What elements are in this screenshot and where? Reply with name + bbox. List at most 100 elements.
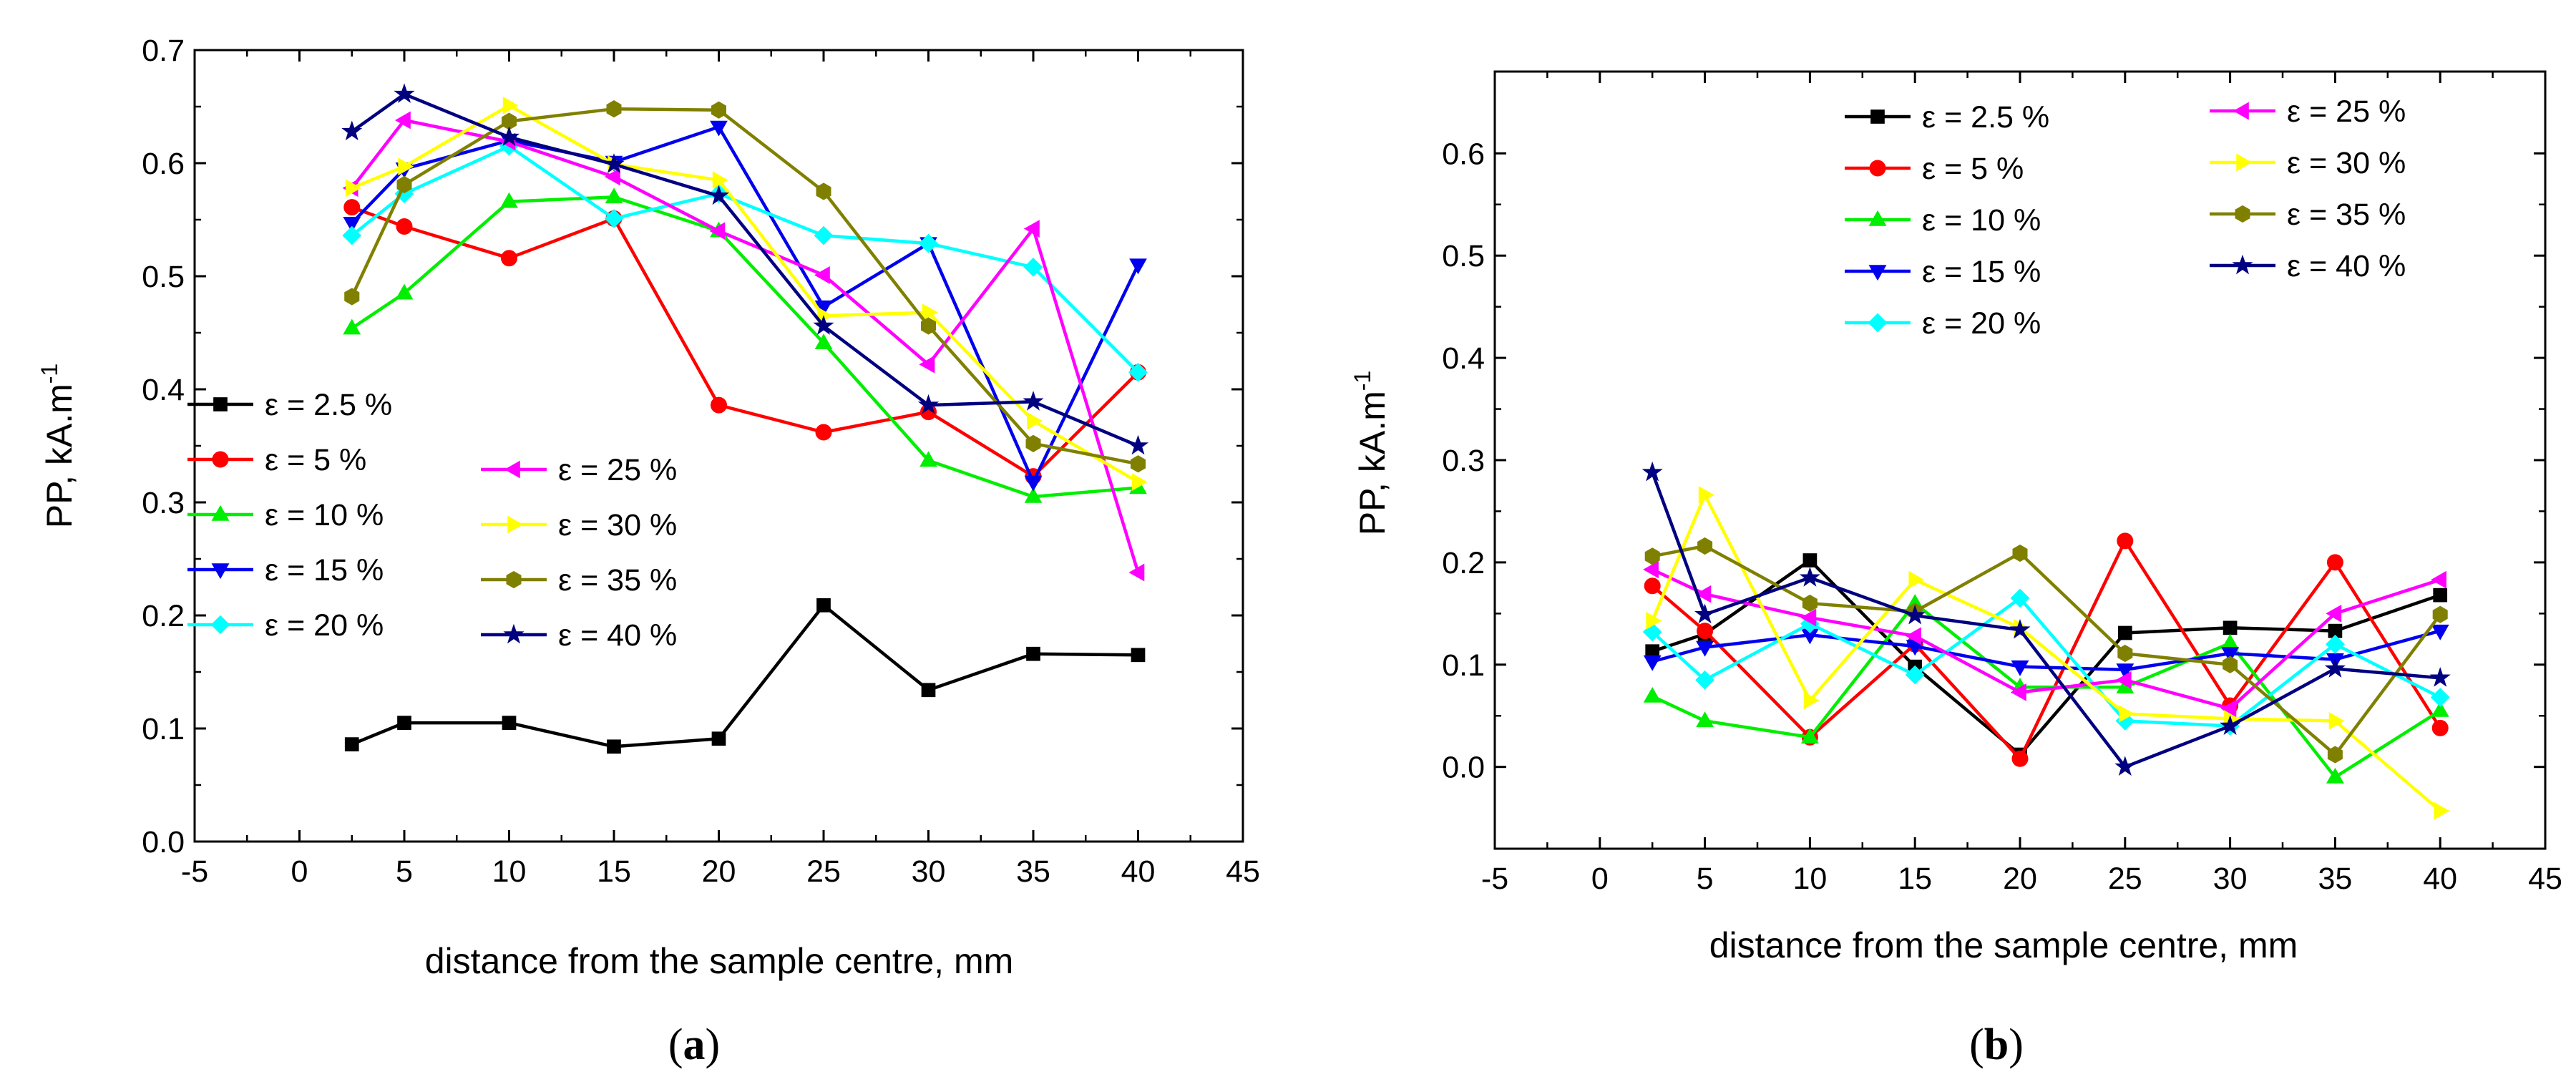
legend-marker bbox=[506, 570, 522, 589]
y-tick-label: 0.2 bbox=[1442, 546, 1485, 580]
data-point bbox=[498, 126, 520, 147]
data-point bbox=[1800, 608, 1817, 627]
y-tick-label: 0.1 bbox=[1442, 648, 1485, 683]
data-point bbox=[814, 266, 830, 284]
data-point bbox=[1026, 646, 1040, 661]
data-point bbox=[1643, 686, 1662, 703]
data-point bbox=[1024, 475, 1043, 492]
legend-item-30: ε = 30 % bbox=[481, 508, 677, 542]
x-tick-label: 20 bbox=[702, 854, 736, 889]
legend-label: ε = 35 % bbox=[558, 563, 677, 598]
data-point bbox=[1697, 537, 1713, 555]
data-point bbox=[2326, 554, 2343, 571]
legend-label: ε = 20 % bbox=[1922, 306, 2041, 341]
data-point bbox=[2433, 588, 2448, 603]
x-tick-label: -5 bbox=[181, 854, 208, 889]
data-point bbox=[603, 153, 625, 173]
x-tick-label: 40 bbox=[2423, 862, 2457, 896]
data-point bbox=[2432, 605, 2448, 623]
legend-item-40: ε = 40 % bbox=[481, 618, 677, 653]
data-point bbox=[2011, 660, 2029, 676]
data-point bbox=[1027, 411, 1043, 430]
legend-label: ε = 2.5 % bbox=[265, 388, 392, 422]
data-point bbox=[396, 218, 413, 235]
legend-item-25: ε = 25 % bbox=[2210, 94, 2406, 129]
data-point bbox=[394, 83, 415, 103]
legend-2: ε = 25 % ε = 30 % ε = 35 % ε = 40 % bbox=[481, 453, 677, 653]
data-point bbox=[2434, 801, 2450, 820]
data-point bbox=[502, 716, 517, 730]
data-point bbox=[398, 157, 414, 176]
legend-marker bbox=[1868, 210, 1887, 226]
y-axis-label-exponent: -1 bbox=[1350, 371, 1375, 391]
series-2.5 bbox=[344, 598, 1146, 754]
y-tick-label: 0.6 bbox=[1442, 137, 1485, 171]
data-point bbox=[1131, 455, 1146, 473]
y-tick-label: 0.0 bbox=[142, 825, 185, 859]
data-point bbox=[394, 184, 414, 204]
data-point bbox=[394, 111, 411, 130]
data-point bbox=[1803, 691, 1820, 710]
panel-letter: a bbox=[683, 1020, 706, 1069]
legend-label: ε = 5 % bbox=[265, 443, 366, 477]
legend-marker bbox=[2232, 254, 2253, 275]
data-point bbox=[1696, 640, 1714, 657]
legend-marker bbox=[213, 397, 228, 411]
x-tick-label: 35 bbox=[2318, 862, 2352, 896]
legend-item-15: ε = 15 % bbox=[187, 553, 384, 588]
data-point bbox=[2117, 625, 2132, 640]
legend-label: ε = 30 % bbox=[558, 508, 677, 542]
data-point bbox=[2117, 644, 2133, 663]
x-tick-label: 35 bbox=[1016, 854, 1050, 889]
legend-marker bbox=[507, 515, 524, 534]
legend-label: ε = 25 % bbox=[2287, 94, 2406, 129]
series-line-40 bbox=[351, 92, 1139, 448]
data-point bbox=[2221, 647, 2240, 663]
data-point bbox=[344, 288, 360, 306]
data-point bbox=[816, 182, 831, 200]
data-point bbox=[605, 187, 623, 204]
series-15 bbox=[1643, 624, 2449, 680]
data-point bbox=[709, 222, 726, 240]
data-point bbox=[711, 396, 727, 414]
data-point bbox=[502, 97, 519, 114]
data-point bbox=[814, 225, 834, 245]
data-point bbox=[346, 179, 361, 198]
data-point bbox=[710, 120, 728, 137]
panel-paren-open: ( bbox=[1969, 1020, 1984, 1069]
data-point bbox=[2009, 618, 2031, 639]
legend-label: ε = 30 % bbox=[2287, 146, 2406, 180]
plot-frame bbox=[1493, 70, 2547, 850]
data-point bbox=[2223, 620, 2238, 635]
data-point bbox=[919, 451, 937, 467]
data-point bbox=[1024, 487, 1043, 503]
y-axis-label-main: PP, kA.m bbox=[1352, 391, 1392, 535]
data-point bbox=[2115, 671, 2132, 689]
data-point bbox=[604, 167, 620, 186]
y-axis-label: PP, kA.m-1 bbox=[36, 364, 79, 528]
data-point bbox=[2429, 667, 2451, 687]
data-point bbox=[1025, 434, 1041, 452]
legend-marker bbox=[210, 615, 230, 635]
legend-label: ε = 35 % bbox=[2287, 198, 2406, 232]
legend-marker bbox=[211, 563, 230, 580]
x-tick-label: 30 bbox=[912, 854, 946, 889]
data-point bbox=[1643, 655, 1662, 671]
legend-marker bbox=[1869, 160, 1886, 177]
data-point bbox=[343, 217, 361, 233]
data-point bbox=[1905, 665, 1925, 685]
chart-a: -5 0 5 10 15 20 25 30 35 40 45 0.0 0.1 0.2 0.3 0.4 0.5 0.… bbox=[36, 34, 1260, 1069]
legend-item-35: ε = 35 % bbox=[481, 563, 677, 598]
data-point bbox=[2326, 767, 2344, 784]
data-point bbox=[813, 315, 834, 335]
data-point bbox=[814, 333, 833, 349]
data-point bbox=[2431, 570, 2446, 589]
data-point bbox=[343, 318, 361, 335]
data-point bbox=[922, 303, 938, 321]
legend-2: ε = 25 % ε = 30 % ε = 35 % ε = 40 % bbox=[2210, 94, 2406, 283]
y-axis-label-exponent: -1 bbox=[36, 364, 62, 384]
y-tick-label: 0.5 bbox=[142, 260, 185, 294]
data-point bbox=[1127, 434, 1149, 455]
data-point bbox=[1802, 553, 1818, 567]
data-point bbox=[708, 185, 730, 205]
